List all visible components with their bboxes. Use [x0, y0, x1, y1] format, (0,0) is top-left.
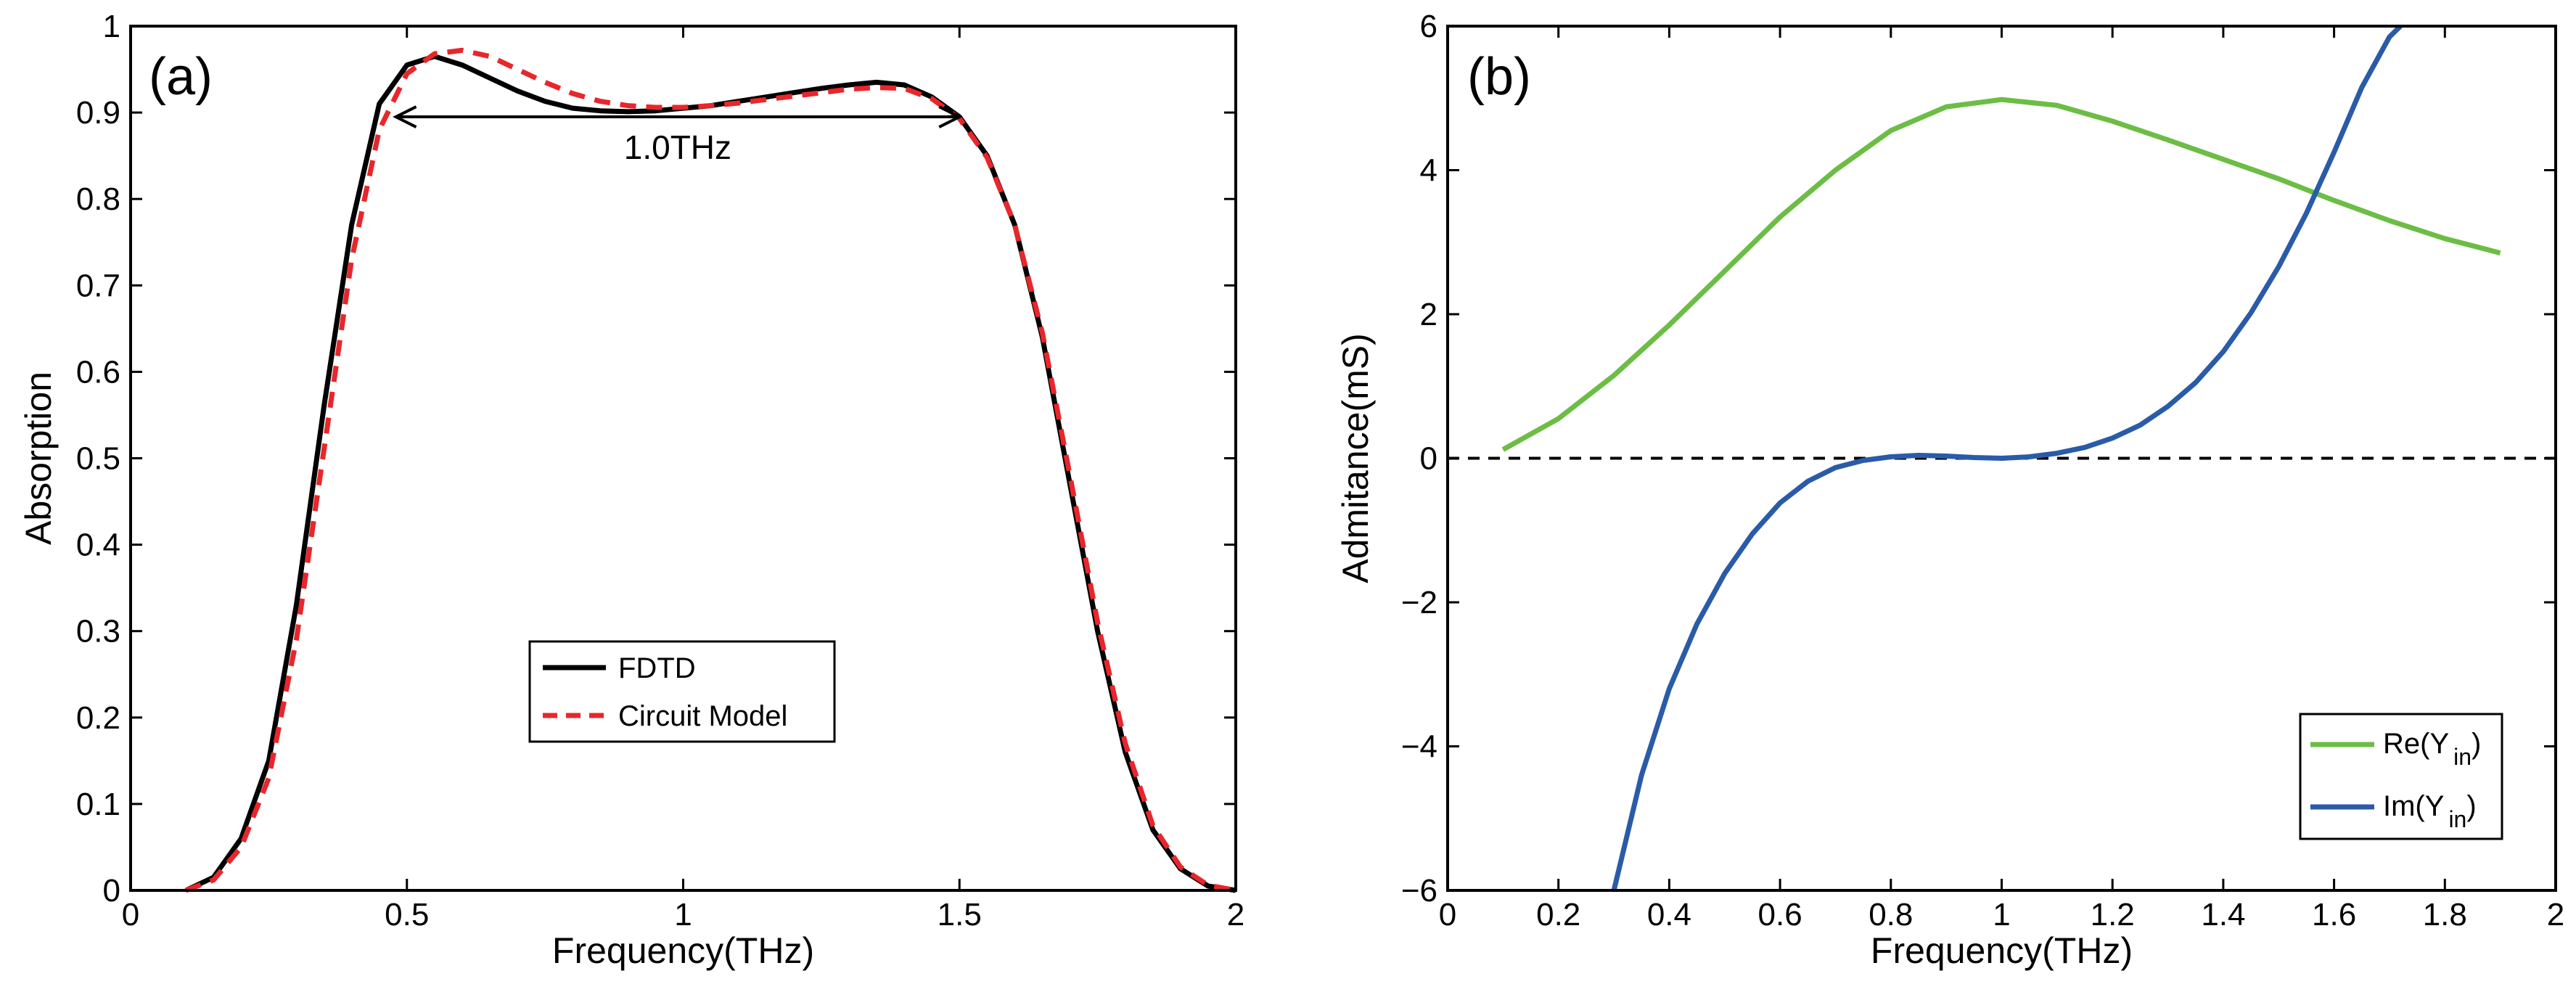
x-tick-label: 0.8 [1869, 897, 1913, 932]
x-tick-label: 1.8 [2423, 897, 2467, 932]
chart-panel-a: (a) 1.0THz 0 0.5 1 1.5 200.10.20.30.40.50.60… [18, 9, 1244, 971]
series-line-circuit-model [184, 47, 1236, 893]
legend-box-a [528, 640, 836, 743]
y-tick-label: 0.7 [76, 268, 120, 303]
legend-label-re-yin: Re(Y in) [2383, 728, 2481, 770]
y-tick-label: 1 [103, 9, 120, 44]
y-tick-label: 0.8 [76, 181, 120, 217]
annotation-bandwidth: 1.0THz [393, 105, 963, 166]
series-line-re-yin [1501, 97, 2501, 452]
y-tick-label: −2 [1401, 585, 1437, 620]
y-axis-label-a: Absorption [18, 372, 59, 545]
x-tick-label: 0 [122, 897, 139, 932]
legend-box-b [2299, 713, 2503, 840]
y-axis-label-b: Admitance(mS) [1335, 333, 1376, 583]
bandwidth-annotation-label: 1.0THz [624, 128, 731, 166]
legend-b: Re(Y in) Im(Y in) [2299, 713, 2503, 840]
legend-label-im-yin-close: ) [2466, 790, 2476, 822]
x-tick-label: 1.6 [2312, 897, 2356, 932]
x-tick-label: 1.2 [2091, 897, 2135, 932]
y-tick-label: 0.2 [76, 700, 120, 736]
x-tick-label: 0.2 [1536, 897, 1580, 932]
x-tick-label: 0 [1439, 897, 1456, 932]
legend-label-fdtd: FDTD [618, 652, 696, 684]
y-tick-label: 0.5 [76, 441, 120, 477]
y-tick-label: 0 [1420, 441, 1437, 477]
y-tick-label: −6 [1401, 873, 1437, 909]
x-tick-label: 0.5 [385, 897, 429, 932]
legend-label-im-yin: Im(Y in) [2383, 790, 2477, 832]
legend-label-circuit-model: Circuit Model [618, 700, 787, 732]
legend-label-re-yin-main: Re(Y [2383, 728, 2449, 760]
x-axis-label-a: Frequency(THz) [552, 930, 814, 971]
panel-label-a: (a) [149, 48, 213, 106]
legend-label-re-yin-sub: in [2453, 744, 2472, 770]
y-tick-label: 6 [1420, 9, 1437, 44]
legend-label-re-yin-close: ) [2472, 728, 2481, 760]
series-group-a [184, 47, 1236, 893]
axis-ticks-b: 0 0.2 0.4 0.6 0.8 1 1.2 1.4 1.6 1.8 2 −6 −4 −2 0 2 4 6 [1401, 9, 2564, 932]
y-tick-label: 0.6 [76, 354, 120, 390]
x-axis-label-b: Frequency(THz) [1871, 930, 2133, 971]
bandwidth-arrowhead-left [393, 105, 417, 128]
series-line-fdtd [184, 54, 1236, 893]
x-tick-label: 1 [674, 897, 692, 932]
series-line-im-yin [1611, 24, 2403, 891]
x-tick-label: 0.6 [1758, 897, 1802, 932]
y-tick-label: 2 [1420, 297, 1437, 332]
x-tick-label: 1.5 [938, 897, 982, 932]
legend-label-im-yin-main: Im(Y [2383, 790, 2444, 822]
axis-ticks-a: 0 0.5 1 1.5 2 0 0.1 0.2 0.3 0.4 0.5 0.6 0.7 0.8 0.9 1 [76, 9, 1244, 932]
x-tick-label: 2 [1227, 897, 1244, 932]
series-group-b [1501, 24, 2501, 891]
x-tick-label: 1.4 [2201, 897, 2245, 932]
x-tick-label: 0.4 [1647, 897, 1691, 932]
legend-label-im-yin-sub: in [2448, 806, 2466, 832]
panel-label-b: (b) [1467, 48, 1531, 106]
y-tick-label: 0.1 [76, 787, 120, 822]
legend-a: FDTD Circuit Model [528, 640, 836, 743]
y-tick-label: 0.3 [76, 614, 120, 649]
y-tick-label: 4 [1420, 153, 1437, 189]
plot-frame-b [1446, 25, 2557, 892]
x-tick-label: 1 [1993, 897, 2010, 932]
x-tick-label: 2 [2547, 897, 2564, 932]
chart-panel-b: (b) 0 0.2 0.4 0.6 0.8 1 1.2 1.4 1.6 1.8 2 −6 −4 −2 0 2 4… [1335, 9, 2564, 971]
y-tick-label: 0 [103, 873, 120, 909]
plot-frame-a [129, 25, 1237, 892]
y-tick-label: 0.9 [76, 95, 120, 131]
y-tick-label: −4 [1401, 729, 1437, 765]
bandwidth-arrowhead-right [938, 105, 963, 128]
y-tick-label: 0.4 [76, 528, 120, 563]
